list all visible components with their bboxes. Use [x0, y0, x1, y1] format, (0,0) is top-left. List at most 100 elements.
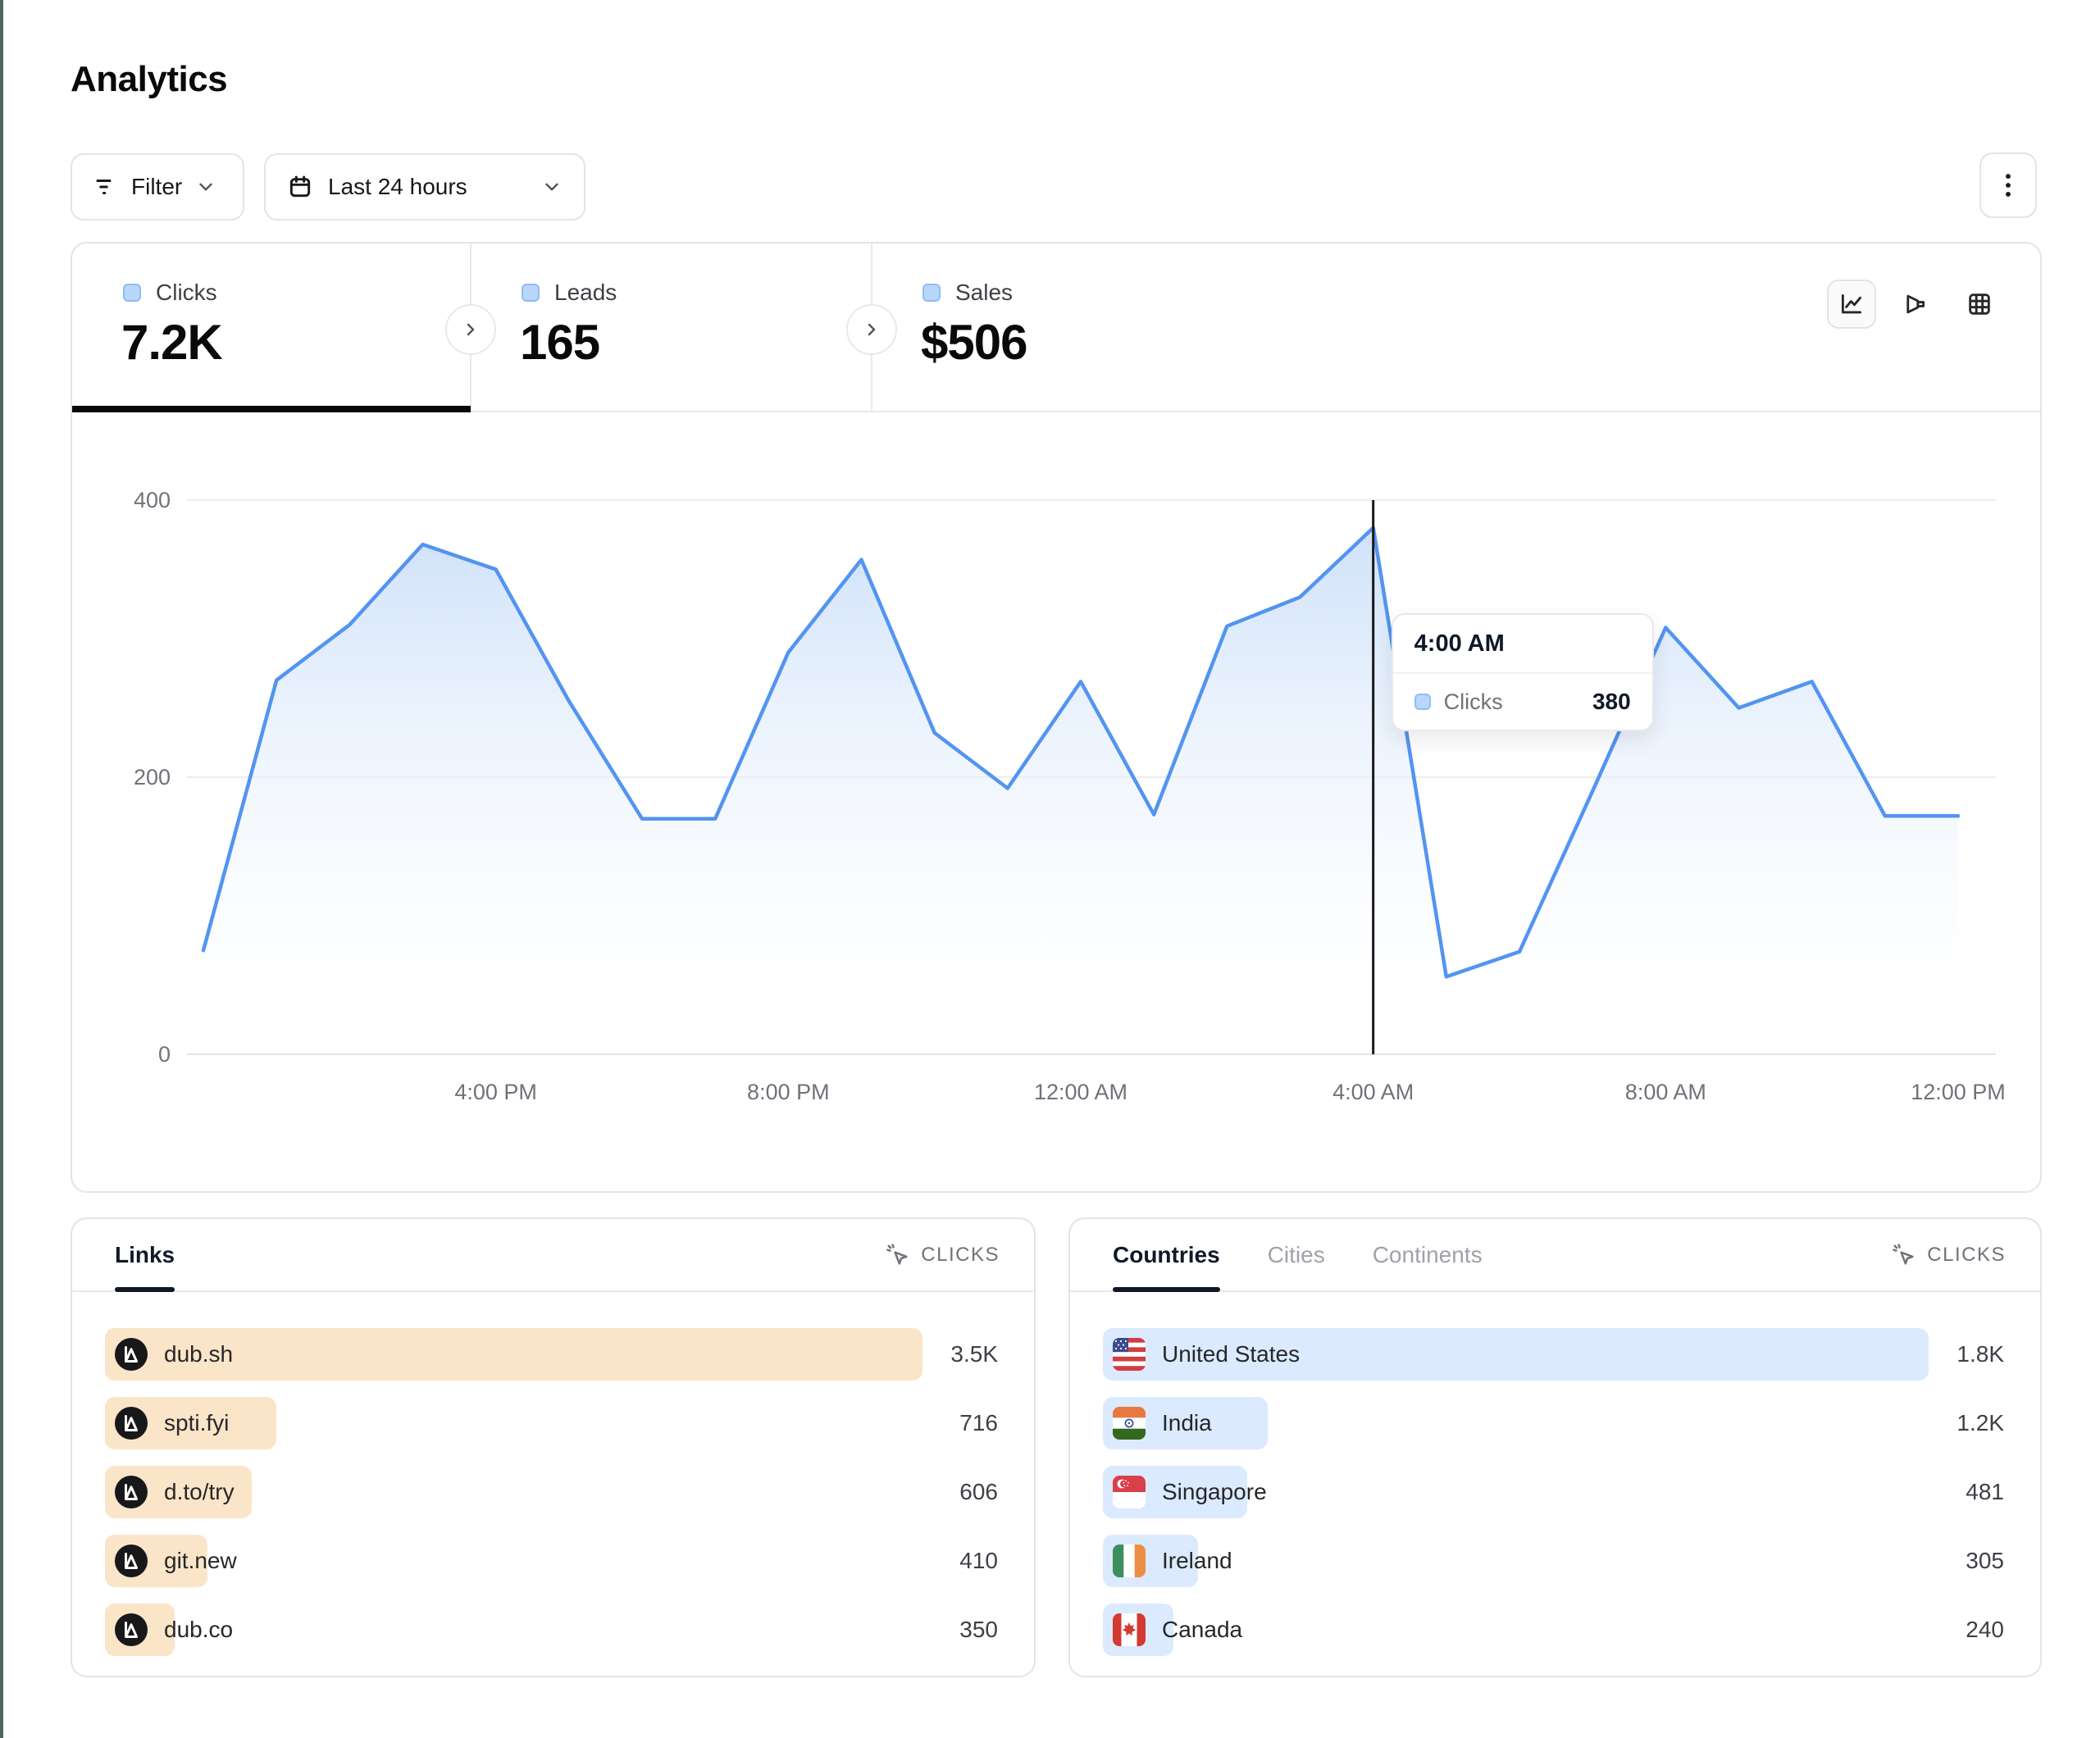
geo-panel-header: Countries Cities Continents CLICKS: [1070, 1219, 2040, 1292]
row-label: United States: [1162, 1341, 1301, 1367]
geo-metric-header[interactable]: CLICKS: [1891, 1242, 2006, 1268]
filter-icon: [96, 180, 112, 194]
tab-countries[interactable]: Countries: [1113, 1219, 1220, 1292]
row-label: dub.sh: [164, 1341, 234, 1367]
page-title: Analytics: [71, 59, 228, 99]
row-value: 3.5K: [950, 1341, 998, 1367]
funnel-view-button[interactable]: [1891, 280, 1940, 329]
country-row[interactable]: Canada 240: [1103, 1604, 2004, 1656]
bar-track: [1103, 1397, 1929, 1449]
dub-logo-icon: [115, 1613, 148, 1646]
tab-links[interactable]: Links: [115, 1219, 175, 1292]
value-bar: [105, 1328, 922, 1381]
row-value: 350: [959, 1617, 998, 1642]
table-grid-icon: [1969, 293, 1990, 315]
row-label: dub.co: [164, 1617, 234, 1642]
leads-series-marker: [522, 284, 540, 302]
country-row[interactable]: United States 1.8K: [1103, 1328, 2004, 1381]
sales-series-marker: [922, 284, 941, 302]
more-options-button[interactable]: [1979, 152, 2037, 218]
next-metric-button[interactable]: [846, 304, 897, 355]
chart-tooltip: 4:00 AM Clicks 380: [1391, 613, 1654, 731]
tab-cities[interactable]: Cities: [1267, 1241, 1325, 1267]
calendar-icon: [289, 175, 311, 198]
flag-icon-in: [1113, 1407, 1146, 1440]
country-row[interactable]: Ireland 305: [1103, 1535, 2004, 1587]
chart-view-toggles: [1827, 280, 2004, 329]
bar-track: [1103, 1328, 1929, 1381]
analytics-panel: Clicks 7.2K Leads 165 Sales $506: [71, 242, 2042, 1193]
flag-icon-ie: [1113, 1545, 1146, 1577]
stat-label: Sales: [955, 280, 1014, 305]
row-value: 716: [959, 1410, 998, 1435]
tab-continents[interactable]: Continents: [1372, 1241, 1483, 1267]
stat-value: $506: [921, 315, 1027, 370]
filter-label: Filter: [131, 174, 183, 199]
y-axis-label: 400: [134, 488, 171, 512]
metric-label: CLICKS: [1927, 1243, 2006, 1266]
y-axis-label: 200: [134, 765, 171, 789]
y-axis-label: 0: [158, 1042, 171, 1067]
stat-label: Clicks: [156, 280, 217, 305]
link-row[interactable]: spti.fyi 716: [105, 1397, 998, 1449]
clicks-time-series-chart[interactable]: 0 200 400 4:00 PM 8:00 PM 12:00 AM 4:00 AM 8:00…: [72, 412, 2043, 1191]
link-row[interactable]: dub.co 350: [105, 1604, 998, 1656]
metric-label: CLICKS: [921, 1243, 1000, 1266]
row-label: India: [1162, 1410, 1212, 1435]
stat-card-sales[interactable]: Sales $506: [872, 243, 1282, 412]
links-panel-header: Links CLICKS: [72, 1219, 1034, 1292]
chevron-down-icon: [199, 183, 212, 191]
row-value: 305: [1966, 1548, 2004, 1573]
country-row[interactable]: Singapore 481: [1103, 1466, 2004, 1518]
dub-logo-icon: [115, 1545, 148, 1577]
funnel-icon: [1906, 294, 1925, 314]
links-list: dub.sh 3.5K spti.fyi 716 d.to/try 606 git.new 4…: [105, 1328, 998, 1672]
stats-row: Clicks 7.2K Leads 165 Sales $506: [72, 243, 2040, 412]
link-row[interactable]: git.new 410: [105, 1535, 998, 1587]
bar-track: [105, 1328, 922, 1381]
dub-logo-icon: [115, 1476, 148, 1508]
x-axis-label: 4:00 AM: [1332, 1080, 1414, 1104]
links-metric-header[interactable]: CLICKS: [885, 1242, 1000, 1268]
x-axis-label: 12:00 PM: [1911, 1080, 2006, 1104]
x-axis-label: 4:00 PM: [454, 1080, 537, 1104]
stat-card-leads[interactable]: Leads 165: [471, 243, 872, 412]
clicks-series-marker: [123, 284, 141, 302]
stat-card-clicks[interactable]: Clicks 7.2K: [72, 243, 471, 412]
row-value: 240: [1966, 1617, 2004, 1642]
date-range-button[interactable]: Last 24 hours: [264, 153, 585, 221]
date-range-label: Last 24 hours: [328, 174, 467, 199]
tooltip-time: 4:00 AM: [1392, 615, 1652, 674]
tooltip-series-name: Clicks: [1443, 689, 1503, 714]
active-metric-underline: [72, 406, 471, 412]
links-panel: Links CLICKS dub.sh 3.5K spti.fyi 716 d.to/t…: [71, 1217, 1036, 1677]
row-label: Singapore: [1162, 1479, 1267, 1504]
row-value: 481: [1966, 1479, 2004, 1504]
country-row[interactable]: India 1.2K: [1103, 1397, 2004, 1449]
row-label: git.new: [164, 1548, 237, 1573]
row-value: 606: [959, 1479, 998, 1504]
cursor-click-icon: [1893, 1243, 1914, 1265]
row-label: d.to/try: [164, 1479, 235, 1504]
row-label: Canada: [1162, 1617, 1243, 1642]
window-edge: [0, 0, 3, 1738]
row-value: 1.2K: [1957, 1410, 2004, 1435]
flag-icon-ca: [1113, 1613, 1146, 1646]
link-row[interactable]: dub.sh 3.5K: [105, 1328, 998, 1381]
countries-list: United States 1.8K India 1.2K Singapore 481 Ir…: [1103, 1328, 2004, 1672]
chevron-right-icon: [467, 323, 475, 336]
stat-value: 165: [520, 315, 600, 370]
clicks-series-line: [201, 525, 1961, 979]
clicks-series-marker: [1414, 694, 1431, 710]
table-view-button[interactable]: [1955, 280, 2004, 329]
value-bar: [1103, 1328, 1929, 1381]
line-chart-view-button[interactable]: [1827, 280, 1876, 329]
row-value: 410: [959, 1548, 998, 1573]
next-metric-button[interactable]: [445, 304, 496, 355]
stat-value: 7.2K: [121, 315, 223, 370]
x-axis-label: 8:00 AM: [1625, 1080, 1706, 1104]
link-row[interactable]: d.to/try 606: [105, 1466, 998, 1518]
filter-button[interactable]: Filter: [71, 153, 244, 221]
flag-icon-sg: [1113, 1476, 1146, 1508]
